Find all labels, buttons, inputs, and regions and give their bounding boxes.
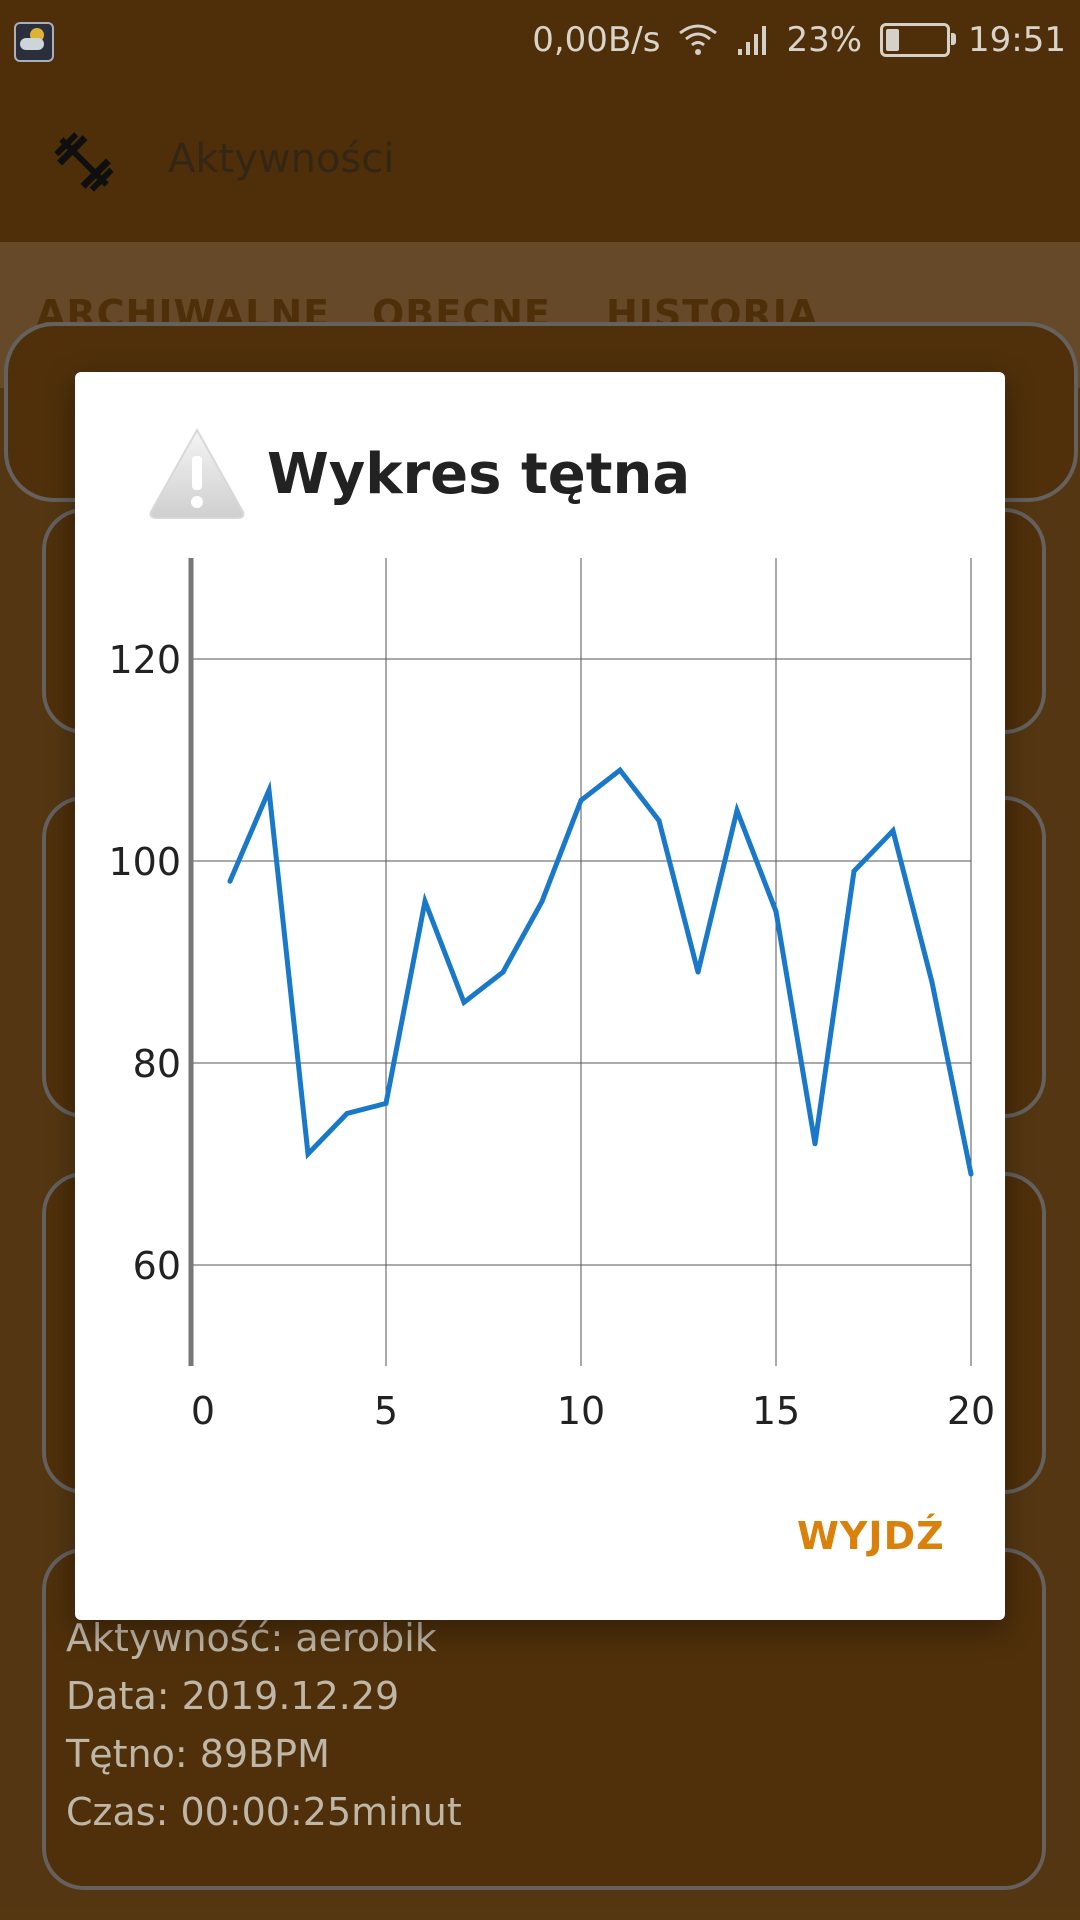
heart-rate-point (890, 828, 896, 834)
heart-rate-point (383, 1100, 389, 1106)
heart-rate-point (578, 797, 584, 803)
activity-value: aerobik (295, 1616, 437, 1660)
battery-percent: 23% (786, 20, 863, 60)
net-speed: 0,00B/s (532, 20, 661, 60)
heart-rate-point (539, 898, 545, 904)
duration-value: 00:00:25minut (180, 1790, 462, 1834)
y-tick-label: 120 (108, 638, 181, 682)
heart-rate-point (929, 979, 935, 985)
wifi-icon (679, 24, 718, 55)
heart-rate-point (968, 1171, 974, 1177)
heart-rate-line (227, 766, 974, 1175)
x-tick-label: 0 (191, 1389, 215, 1433)
y-tick-label: 100 (108, 840, 181, 884)
y-tick-label: 60 (133, 1244, 181, 1288)
heart-rate-point (656, 818, 662, 824)
activity-row: Aktywność: aerobik (66, 1616, 437, 1660)
heart-rate-point (734, 808, 740, 813)
status-bar: 0,00B/s 23% 19:51 (0, 0, 1080, 80)
x-tick-label: 5 (374, 1389, 398, 1433)
exit-button[interactable]: WYJDŹ (797, 1514, 945, 1558)
x-tick-label: 15 (752, 1389, 800, 1433)
app-bar: Aktywności (0, 80, 1080, 242)
activity-label: Aktywność: (66, 1616, 284, 1660)
heart-rate-point (266, 787, 272, 793)
heart-rate-dialog: Wykres tętna 0 5 10 15 20 60 80 100 120 WYJDŹ (75, 372, 1005, 1620)
heart-rate-point (617, 767, 623, 773)
x-tick-label: 10 (557, 1389, 605, 1433)
app-title: Aktywności (168, 136, 395, 182)
heart-rate-point (812, 1141, 818, 1147)
heart-rate-point (227, 878, 233, 884)
signal-icon (738, 26, 767, 55)
heart-rate-point (695, 969, 701, 975)
heart-rate-point (773, 909, 779, 914)
heart-rate-point (422, 898, 428, 904)
pulse-row: Tętno: 89BPM (66, 1732, 330, 1776)
pulse-value: 89BPM (199, 1732, 330, 1776)
weather-icon (14, 22, 54, 62)
duration-label: Czas: (66, 1790, 169, 1834)
heart-rate-point (500, 969, 506, 975)
heart-rate-chart: 0 5 10 15 20 60 80 100 120 (108, 558, 995, 1433)
date-value: 2019.12.29 (181, 1674, 400, 1718)
battery-icon (880, 23, 957, 57)
warning-icon (149, 427, 245, 519)
heart-rate-point (344, 1111, 350, 1116)
y-tick-label: 80 (133, 1042, 181, 1086)
clock: 19:51 (968, 20, 1066, 60)
duration-row: Czas: 00:00:25minut (66, 1790, 462, 1834)
heart-rate-point (851, 868, 857, 874)
dumbbell-icon (54, 132, 114, 192)
pulse-label: Tętno: (66, 1732, 188, 1776)
date-row: Data: 2019.12.29 (66, 1674, 399, 1718)
dialog-title: Wykres tętna (267, 442, 691, 507)
x-tick-label: 20 (947, 1389, 995, 1433)
heart-rate-point (461, 999, 467, 1005)
heart-rate-point (305, 1151, 311, 1157)
date-label: Data: (66, 1674, 170, 1718)
